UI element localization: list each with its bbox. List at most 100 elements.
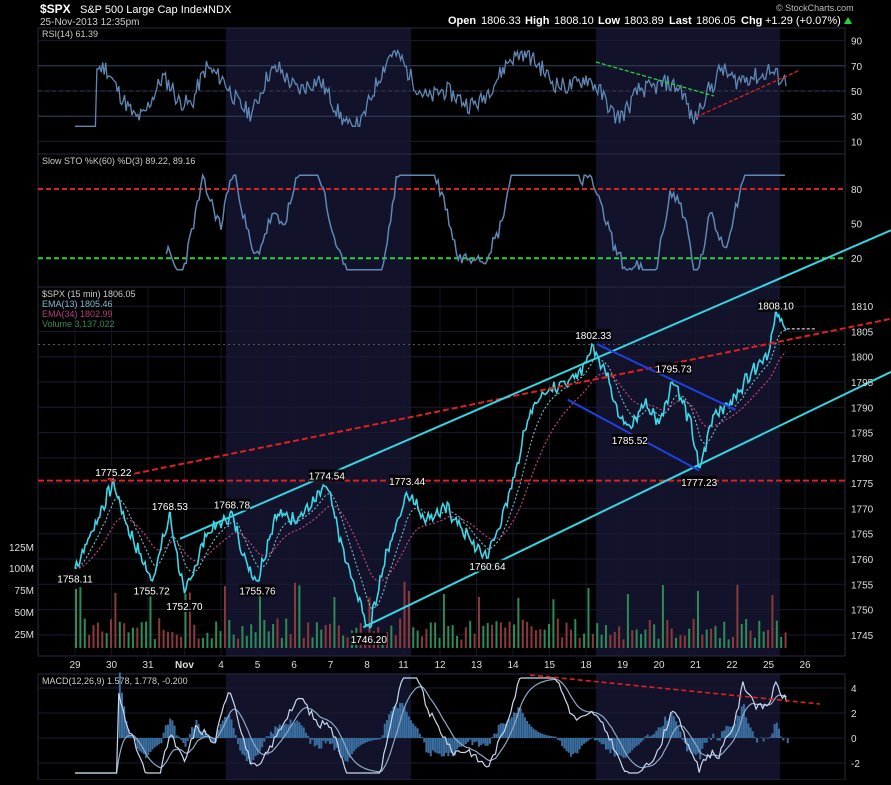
volume-bar [601,635,603,648]
volume-bar [500,622,502,648]
macd-histogram-bar [482,738,484,744]
macd-histogram-bar [358,738,360,747]
volume-bar [474,634,476,648]
price-annotation: 1752.70 [166,602,203,613]
macd-histogram-bar [579,738,581,749]
high-label: High [525,15,550,27]
macd-histogram-bar [706,738,708,743]
volume-bar [531,626,533,648]
macd-histogram-bar [419,734,421,738]
volume-bar [649,620,651,648]
macd-histogram-bar [642,738,644,740]
macd-histogram-bar [165,725,167,738]
volume-bar [206,633,208,648]
volume-bar [465,627,467,648]
last-value: 1806.05 [696,15,736,27]
volume-bar [631,630,633,648]
volume-bar [574,619,576,648]
macd-histogram-bar [305,733,307,738]
volume-bar [785,632,787,648]
macd-histogram-bar [561,738,563,746]
volume-bar [145,622,147,648]
volume-bar [176,635,178,648]
macd-histogram-bar [699,738,701,759]
sto-tick-label: 50 [851,220,863,231]
volume-bar [679,635,681,648]
macd-histogram-bar [640,738,642,742]
macd-histogram-bar [436,738,438,753]
macd-histogram-bar [331,738,333,744]
macd-histogram-bar [428,738,430,753]
macd-histogram-bar [154,738,156,747]
macd-histogram-bar [307,736,309,738]
volume-tick-label: 50M [15,608,34,619]
volume-bar [93,625,95,648]
header-exchange: INDX [205,4,232,16]
volume-bar [640,634,642,648]
volume-bar [697,591,699,648]
volume-bar [329,624,331,648]
volume-bar [241,626,243,648]
volume-bar [548,624,550,648]
price-legend-item: Volume 3,137,022 [42,319,115,329]
macd-histogram-bar [555,737,557,738]
volume-bar [487,623,489,648]
volume-bar [404,582,406,648]
macd-histogram-bar [776,723,778,738]
x-tick-label: 4 [218,660,224,671]
volume-bar [114,593,116,648]
macd-histogram-bar [493,734,495,738]
macd-histogram-bar [366,738,368,742]
macd-histogram-bar [318,738,320,749]
macd-histogram-bar [577,738,579,753]
macd-histogram-bar [614,738,616,757]
macd-histogram-bar [408,716,410,738]
macd-histogram-bar [364,738,366,743]
rsi-tick-label: 70 [851,62,863,73]
rsi-tick-label: 10 [851,137,863,148]
macd-histogram-bar [292,724,294,738]
volume-bar [338,625,340,648]
macd-histogram-bar [401,703,403,738]
volume-bar [623,639,625,648]
macd-histogram-bar [268,736,270,738]
macd-histogram-bar [377,738,379,739]
price-annotation: 1760.64 [469,562,506,573]
macd-tick-label: 4 [851,684,857,695]
macd-histogram-bar [489,738,491,744]
macd-histogram-bar [301,725,303,738]
low-value: 1803.89 [624,15,664,27]
macd-histogram-bar [721,731,723,738]
macd-histogram-bar [572,738,574,754]
macd-histogram-bar [581,738,583,746]
price-annotation: 1746.20 [351,635,388,646]
volume-bar [706,630,708,648]
sto-tick-label: 80 [851,185,863,196]
header-symbol: $SPX [40,2,71,16]
price-tick-label: 1780 [851,454,874,465]
macd-histogram-bar [533,729,535,738]
volume-bar [684,636,686,648]
macd-histogram-bar [750,727,752,738]
macd-histogram-bar [498,725,500,738]
macd-histogram-bar [355,738,357,749]
macd-histogram-bar [185,738,187,747]
volume-bar [478,597,480,648]
volume-bar [745,619,747,648]
macd-histogram-bar [774,724,776,738]
macd-histogram-bar [485,738,487,746]
macd-histogram-bar [598,738,600,742]
volume-bar [268,631,270,648]
header-name: S&P 500 Large Cap Index [80,4,208,16]
macd-histogram-bar [546,735,548,738]
macd-histogram-bar [647,734,649,738]
price-annotation: 1758.11 [57,575,93,586]
macd-histogram-bar [478,738,480,747]
macd-histogram-bar [410,720,412,738]
price-tick-label: 1790 [851,403,874,414]
macd-histogram-bar [537,732,539,738]
macd-histogram-bar [544,735,546,738]
volume-bar [84,619,86,648]
volume-tick-label: 25M [15,630,34,641]
